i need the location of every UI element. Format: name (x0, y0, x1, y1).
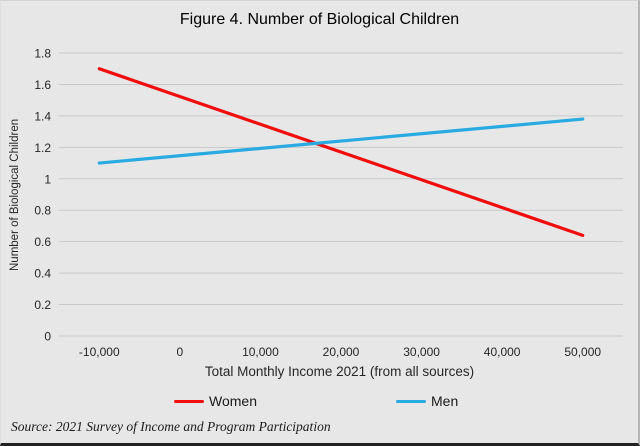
legend-line-swatch (396, 399, 426, 403)
y-tick-label: 1.8 (34, 47, 51, 61)
legend-label: Men (431, 393, 459, 409)
y-tick-label: 1.2 (34, 141, 51, 155)
y-tick-label: 0.2 (34, 298, 51, 312)
legend-item-men: Men (396, 393, 458, 409)
legend-line-swatch (174, 399, 204, 403)
legend: Women Men (1, 393, 638, 413)
y-axis-title: Number of Biological Children (9, 118, 21, 271)
x-tick-label: 10,000 (242, 345, 279, 359)
source-note: Source: 2021 Survey of Income and Progra… (11, 419, 331, 434)
y-tick-label: 0.6 (34, 235, 51, 249)
x-tick-label: 20,000 (323, 345, 360, 359)
legend-item-women: Women (174, 393, 257, 409)
line-women (97, 67, 585, 237)
y-tick-label: 1.6 (34, 78, 51, 92)
x-tick-label: 0 (177, 345, 184, 359)
x-axis-title: Total Monthly Income 2021 (from all sour… (204, 364, 475, 379)
line-men (97, 117, 585, 165)
y-tick-label: 0.4 (34, 267, 51, 281)
y-tick-label: 0 (44, 330, 51, 344)
y-tick-label: 1 (44, 172, 51, 186)
x-tick-label: 30,000 (403, 345, 440, 359)
x-tick-label: -10,000 (79, 345, 120, 359)
x-tick-label: 50,000 (564, 345, 601, 359)
y-tick-label: 0.8 (34, 204, 51, 218)
chart-title: Figure 4. Number of Biological Children (179, 11, 460, 28)
legend-label: Women (209, 393, 257, 409)
y-tick-label: 1.4 (34, 109, 51, 123)
x-tick-label: 40,000 (484, 345, 521, 359)
